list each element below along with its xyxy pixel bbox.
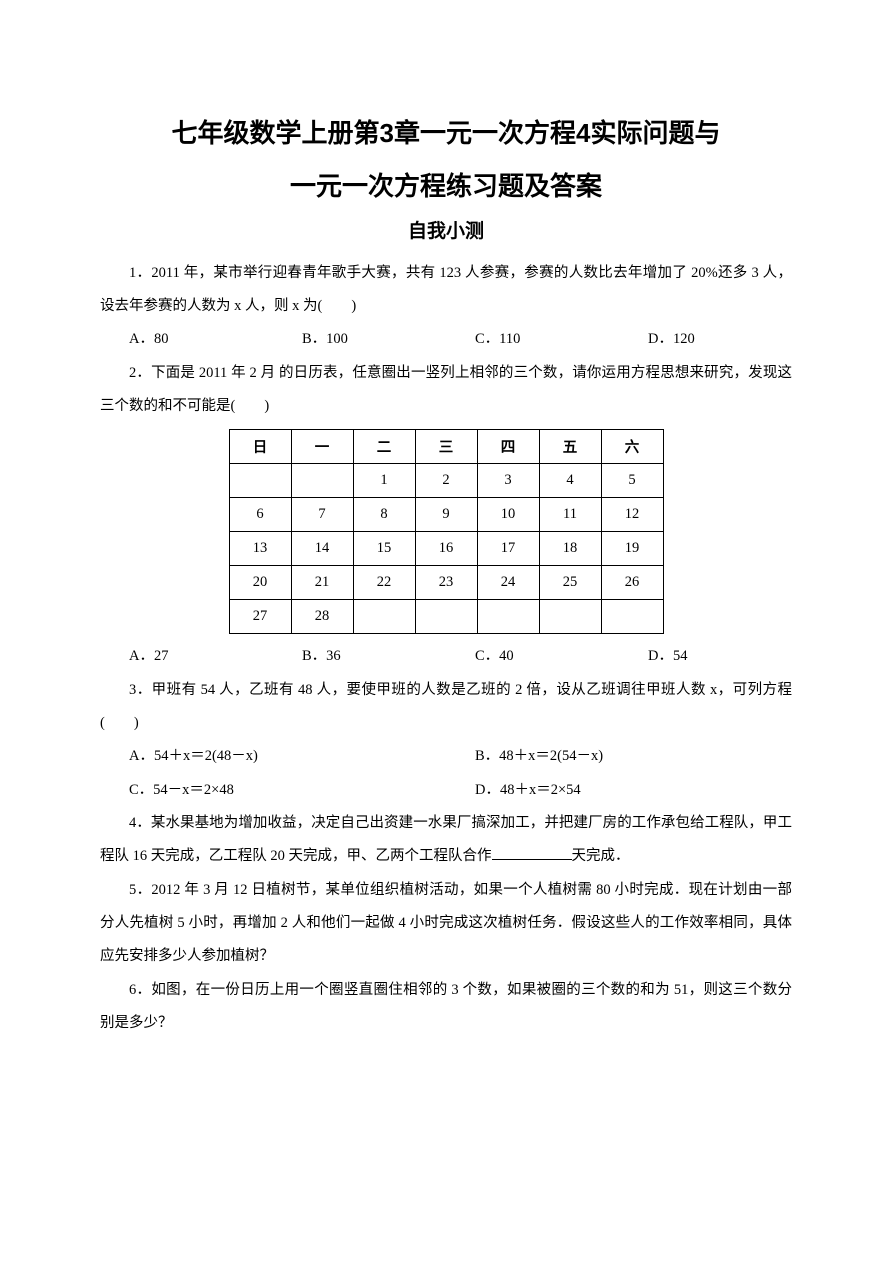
question-2-text: 2．下面是 2011 年 2 月 的日历表，任意圈出一竖列上相邻的三个数，请你运…	[100, 357, 792, 424]
q1-option-b: B．100	[273, 323, 446, 356]
q1-option-a: A．80	[100, 323, 273, 356]
question-5-text: 5．2012 年 3 月 12 日植树节，某单位组织植树活动，如果一个人植树需 …	[100, 874, 792, 974]
calendar-cell: 17	[477, 532, 539, 566]
calendar-cell: 12	[601, 498, 663, 532]
calendar-cell	[601, 600, 663, 634]
document-subtitle: 自我小测	[100, 216, 792, 243]
calendar-header-cell: 二	[353, 430, 415, 464]
calendar-cell: 18	[539, 532, 601, 566]
fill-blank	[492, 846, 572, 861]
q2-option-c: C．40	[446, 640, 619, 673]
question-3-text: 3．甲班有 54 人，乙班有 48 人，要使甲班的人数是乙班的 2 倍，设从乙班…	[100, 674, 792, 741]
calendar-cell	[353, 600, 415, 634]
calendar-cell: 26	[601, 566, 663, 600]
q1-option-c: C．110	[446, 323, 619, 356]
calendar-cell: 9	[415, 498, 477, 532]
question-1-options: A．80 B．100 C．110 D．120	[100, 323, 792, 356]
calendar-header-row: 日 一 二 三 四 五 六	[229, 430, 663, 464]
q3-option-c: C．54－x＝2×48	[100, 774, 446, 807]
calendar-header-cell: 三	[415, 430, 477, 464]
question-6-text: 6．如图，在一份日历上用一个圈竖直圈住相邻的 3 个数，如果被圈的三个数的和为 …	[100, 974, 792, 1041]
q3-option-b: B．48＋x＝2(54－x)	[446, 740, 792, 773]
calendar-header-cell: 五	[539, 430, 601, 464]
calendar-cell: 3	[477, 464, 539, 498]
calendar-header-cell: 一	[291, 430, 353, 464]
calendar-cell: 7	[291, 498, 353, 532]
calendar-cell	[291, 464, 353, 498]
calendar-row: 1 2 3 4 5	[229, 464, 663, 498]
calendar-header-cell: 日	[229, 430, 291, 464]
calendar-cell: 23	[415, 566, 477, 600]
calendar-cell: 13	[229, 532, 291, 566]
calendar-table: 日 一 二 三 四 五 六 1 2 3 4 5 6 7 8 9 10 11 12…	[229, 429, 664, 634]
calendar-cell: 6	[229, 498, 291, 532]
calendar-header-cell: 六	[601, 430, 663, 464]
calendar-cell: 11	[539, 498, 601, 532]
calendar-cell: 22	[353, 566, 415, 600]
calendar-cell: 16	[415, 532, 477, 566]
calendar-cell: 8	[353, 498, 415, 532]
calendar-row: 27 28	[229, 600, 663, 634]
calendar-cell: 25	[539, 566, 601, 600]
calendar-cell: 4	[539, 464, 601, 498]
calendar-cell: 28	[291, 600, 353, 634]
question-3-options-row2: C．54－x＝2×48 D．48＋x＝2×54	[100, 774, 792, 807]
q2-option-d: D．54	[619, 640, 792, 673]
document-title-line1: 七年级数学上册第3章一元一次方程4实际问题与	[100, 110, 792, 157]
question-2-options: A．27 B．36 C．40 D．54	[100, 640, 792, 673]
calendar-cell: 5	[601, 464, 663, 498]
question-4-text: 4．某水果基地为增加收益，决定自己出资建一水果厂搞深加工，并把建厂房的工作承包给…	[100, 807, 792, 874]
calendar-row: 6 7 8 9 10 11 12	[229, 498, 663, 532]
calendar-cell	[539, 600, 601, 634]
q3-option-a: A．54＋x＝2(48－x)	[100, 740, 446, 773]
calendar-cell	[415, 600, 477, 634]
calendar-cell: 10	[477, 498, 539, 532]
q4-text-before: 4．某水果基地为增加收益，决定自己出资建一水果厂搞深加工，并把建厂房的工作承包给…	[100, 815, 792, 864]
calendar-cell: 1	[353, 464, 415, 498]
calendar-cell: 20	[229, 566, 291, 600]
calendar-cell: 2	[415, 464, 477, 498]
calendar-cell: 14	[291, 532, 353, 566]
question-1-text: 1．2011 年，某市举行迎春青年歌手大赛，共有 123 人参赛，参赛的人数比去…	[100, 257, 792, 324]
q2-option-a: A．27	[100, 640, 273, 673]
calendar-cell: 27	[229, 600, 291, 634]
document-title-line2: 一元一次方程练习题及答案	[100, 163, 792, 210]
q3-option-d: D．48＋x＝2×54	[446, 774, 792, 807]
q2-option-b: B．36	[273, 640, 446, 673]
calendar-cell	[477, 600, 539, 634]
calendar-row: 20 21 22 23 24 25 26	[229, 566, 663, 600]
q1-option-d: D．120	[619, 323, 792, 356]
calendar-cell	[229, 464, 291, 498]
calendar-row: 13 14 15 16 17 18 19	[229, 532, 663, 566]
calendar-cell: 15	[353, 532, 415, 566]
calendar-cell: 24	[477, 566, 539, 600]
calendar-header-cell: 四	[477, 430, 539, 464]
question-3-options-row1: A．54＋x＝2(48－x) B．48＋x＝2(54－x)	[100, 740, 792, 773]
calendar-cell: 21	[291, 566, 353, 600]
q4-text-after: 天完成．	[572, 848, 630, 864]
calendar-cell: 19	[601, 532, 663, 566]
